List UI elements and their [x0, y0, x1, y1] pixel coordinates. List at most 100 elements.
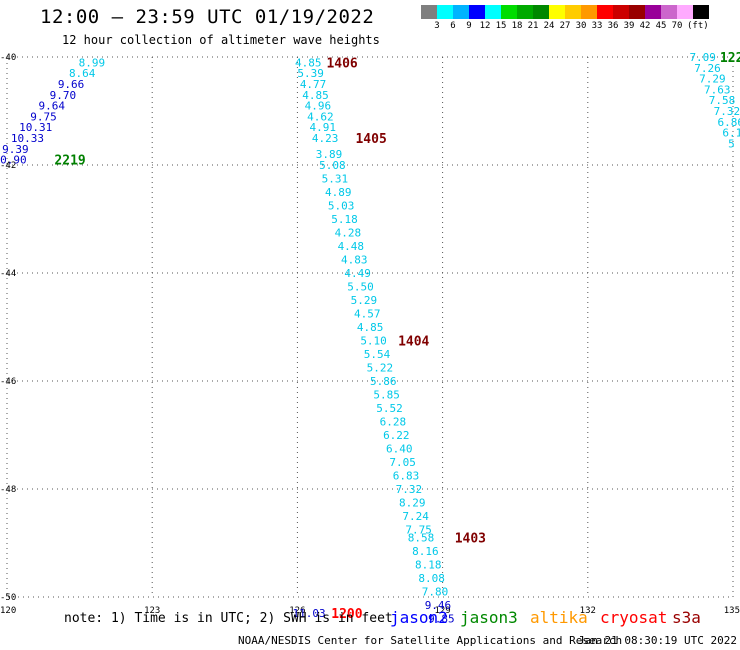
wave-height-label: 4.85 [295, 56, 322, 69]
color-scale-label: 24 [543, 21, 555, 31]
color-scale-swatch [533, 5, 549, 19]
color-scale-swatch [453, 5, 469, 19]
wave-height-label: 9.75 [30, 110, 57, 123]
wave-height-label: 8.16 [412, 545, 439, 558]
credit-text: NOAA/NESDIS Center for Satellite Applica… [238, 634, 623, 647]
legend-item-s3a: s3a [672, 608, 701, 627]
wave-height-label: 6.40 [386, 443, 413, 456]
color-scale-swatch [501, 5, 517, 19]
wave-height-label: 7.09 [689, 51, 716, 64]
wave-height-label: 5.50 [347, 281, 374, 294]
wave-height-label: 3.89 [316, 148, 343, 161]
wave-height-label: 4.83 [341, 254, 368, 267]
color-scale-swatch [613, 5, 629, 19]
page-title: 12:00 – 23:59 UTC 01/19/2022 [40, 6, 375, 28]
wave-height-label: 4.57 [354, 308, 381, 321]
wave-height-label: 5 [728, 137, 735, 150]
color-scale-label: 21 [527, 21, 539, 31]
timestamp-text: Jan 21 08:30:19 UTC 2022 [578, 634, 737, 647]
wave-height-label: 8.58 [408, 532, 435, 545]
lon-tick-label: 126 [289, 606, 305, 616]
wave-height-label: 4.48 [338, 240, 365, 253]
color-scale-labels: 3 6 9 12 15 18 21 24 27 30 33 36 39 42 45 70 (ft) [421, 19, 709, 33]
wave-height-label: 7.05 [389, 456, 416, 469]
wave-height-label: 4.49 [344, 267, 371, 280]
color-scale-swatch [581, 5, 597, 19]
lat-tick-label: -50 [0, 593, 16, 603]
wave-height-label: 7.32 [714, 105, 740, 118]
wave-height-label: 7.80 [422, 586, 449, 599]
wave-height-label: 4.23 [312, 132, 339, 145]
wave-height-label: 5.08 [319, 159, 346, 172]
color-scale-label: 6 [450, 21, 456, 31]
lat-tick-label: -44 [0, 269, 16, 279]
lat-tick-label: -48 [0, 485, 16, 495]
color-scale-unit: (ft) [687, 21, 709, 31]
wave-height-label: 5.31 [322, 173, 349, 186]
wave-height-label: 7.24 [402, 510, 429, 523]
color-scale-swatch [597, 5, 613, 19]
color-scale-label: 42 [639, 21, 651, 31]
wave-height-label: 9.85 [428, 613, 455, 626]
pass-time-label: 122 [720, 51, 740, 66]
wave-height-label: 4.96 [305, 100, 332, 113]
wave-height-label: 8.18 [415, 559, 442, 572]
pass-time-label: 1404 [398, 335, 429, 350]
wave-height-label: 7.29 [699, 73, 726, 86]
footnote: note: 1) Time is in UTC; 2) SWH is in fe… [64, 611, 393, 626]
lat-tick-label: -42 [0, 161, 16, 171]
pass-time-label: 1406 [326, 56, 357, 71]
color-scale-swatch [549, 5, 565, 19]
wave-height-label: 5.10 [360, 335, 387, 348]
wave-height-label: 7.26 [694, 62, 721, 75]
color-scale-swatch [629, 5, 645, 19]
color-scale-swatch [645, 5, 661, 19]
lon-tick-label: 132 [580, 606, 596, 616]
wave-height-label: 8.99 [79, 56, 106, 69]
color-scale-label: 27 [559, 21, 571, 31]
wave-height-label: 7.32 [396, 483, 423, 496]
wave-height-label: 9.64 [38, 100, 65, 113]
lat-tick-label: -40 [0, 53, 16, 63]
pass-time-label: 1405 [355, 132, 386, 147]
wave-height-label: 4.91 [310, 121, 337, 134]
wave-height-label: 6.1 [722, 127, 740, 140]
color-scale-label: 15 [495, 21, 507, 31]
lon-tick-label: 123 [144, 606, 160, 616]
lat-tick-label: -46 [0, 377, 16, 387]
color-scale-label: 12 [479, 21, 491, 31]
wave-height-label: 10.31 [19, 121, 52, 134]
wave-height-label: 7.58 [709, 94, 736, 107]
color-scale-swatch [677, 5, 693, 19]
wave-height-label: 8.64 [69, 67, 96, 80]
wave-height-label: 11.03 [293, 607, 326, 620]
lon-tick-label: 120 [0, 606, 16, 616]
color-scale-label: 39 [623, 21, 635, 31]
wave-height-label: 5.86 [370, 375, 397, 388]
color-scale-swatch [437, 5, 453, 19]
wave-height-label: 5.85 [373, 389, 400, 402]
wave-height-label: 5.54 [364, 348, 391, 361]
wave-height-label: 6.28 [380, 416, 407, 429]
color-scale-swatch [421, 5, 437, 19]
wave-height-label: 6.86 [718, 116, 740, 129]
wave-height-label: 6.83 [393, 470, 420, 483]
wave-height-label: 9.66 [58, 78, 85, 91]
map-frame [6, 56, 734, 598]
lon-tick-label: 135 [724, 606, 740, 616]
color-scale-swatch [661, 5, 677, 19]
wave-height-label: 5.52 [376, 402, 403, 415]
pass-time-label: 1403 [455, 532, 486, 547]
color-scale-label: 70 [671, 21, 683, 31]
color-scale-label: 36 [607, 21, 619, 31]
wave-height-label: 8.29 [399, 497, 426, 510]
wave-height-label: 9.70 [50, 89, 76, 102]
wave-height-label: 4.89 [325, 186, 352, 199]
wave-height-label: 10.33 [11, 132, 44, 145]
legend-item-altika: altika [530, 608, 588, 627]
color-scale-swatch [469, 5, 485, 19]
color-scale-swatch [517, 5, 533, 19]
color-scale-label: 9 [466, 21, 472, 31]
